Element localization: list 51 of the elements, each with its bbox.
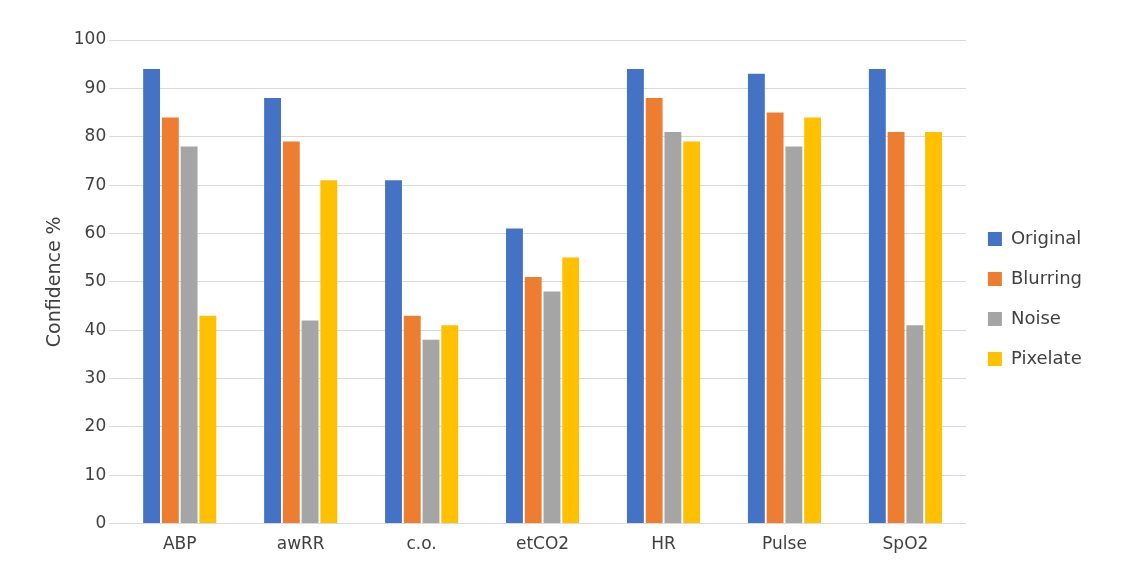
bar [161, 117, 179, 524]
bar [320, 180, 338, 524]
x-tick-label: Pulse [762, 533, 807, 554]
bar [766, 112, 784, 524]
bar [925, 131, 942, 524]
x-tick-label: HR [651, 533, 677, 554]
bar [403, 315, 421, 524]
legend-label: Pixelate [1010, 346, 1082, 368]
bar [626, 69, 644, 524]
bar [282, 141, 300, 524]
x-tick-label: awRR [276, 533, 325, 554]
bar [785, 146, 803, 524]
x-tick-label: ABP [162, 533, 197, 554]
y-tick-label: 20 [84, 415, 107, 436]
y-tick-label: 100 [73, 28, 107, 49]
bar [804, 117, 822, 524]
bar [562, 257, 580, 524]
bar [906, 325, 924, 524]
bar [887, 131, 905, 524]
y-tick-label: 70 [84, 173, 107, 194]
y-tick-label: 30 [84, 366, 107, 387]
bar [422, 339, 440, 524]
bar [868, 69, 886, 524]
legend-label: Blurring [1010, 266, 1082, 288]
bar [180, 146, 198, 524]
y-tick-label: 40 [84, 318, 107, 339]
bar [747, 73, 765, 524]
bar [506, 228, 523, 524]
legend-label: Noise [1010, 306, 1061, 328]
bar [645, 98, 663, 524]
bar [524, 276, 542, 524]
y-tick-label: 80 [84, 125, 107, 146]
bar [441, 325, 459, 524]
bar [683, 141, 701, 524]
x-tick-label: etCO2 [515, 533, 570, 554]
y-axis-title: Confidence % [42, 216, 65, 348]
y-tick-label: 0 [95, 512, 107, 533]
bar [664, 131, 682, 524]
bar [264, 98, 281, 524]
x-tick-label: c.o. [406, 533, 437, 554]
bar [143, 69, 161, 524]
bar [543, 291, 561, 524]
bar [385, 180, 402, 524]
y-tick-label: 10 [84, 463, 107, 484]
bar [199, 315, 217, 524]
x-tick-label: SpO2 [882, 533, 929, 554]
bar [301, 320, 319, 524]
legend-label: Original [1010, 226, 1082, 248]
y-tick-label: 60 [84, 221, 107, 242]
y-tick-label: 50 [84, 270, 107, 291]
y-tick-label: 90 [84, 76, 107, 97]
